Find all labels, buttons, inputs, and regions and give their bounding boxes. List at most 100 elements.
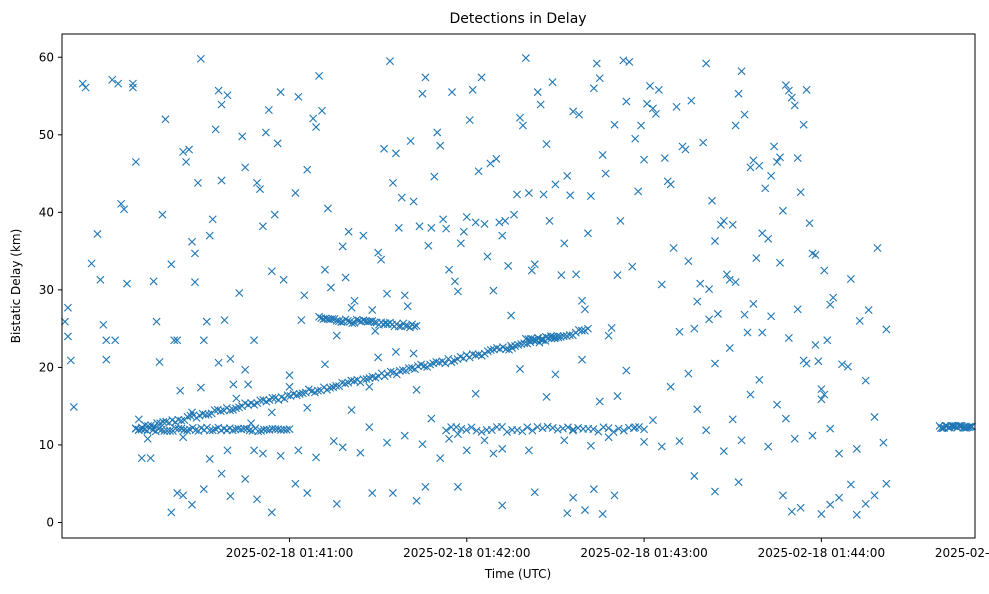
- data-point: [607, 323, 616, 332]
- data-point: [96, 275, 105, 284]
- data-point: [716, 220, 725, 229]
- data-point: [628, 262, 637, 271]
- data-point: [69, 402, 78, 411]
- y-axis: 0 10 20 30 40 50 60: [39, 50, 62, 529]
- data-point: [350, 296, 359, 305]
- data-point: [439, 215, 448, 224]
- data-point: [160, 427, 169, 435]
- data-point: [696, 279, 705, 288]
- data-point: [811, 340, 820, 349]
- data-point: [442, 224, 451, 233]
- data-point: [462, 213, 471, 221]
- data-point: [388, 489, 397, 498]
- data-point: [211, 125, 220, 134]
- data-point: [518, 121, 527, 130]
- data-point: [245, 426, 254, 435]
- data-point: [781, 414, 790, 423]
- data-point: [835, 493, 844, 502]
- data-point: [117, 199, 126, 208]
- data-point: [533, 422, 542, 431]
- data-point: [598, 150, 607, 159]
- data-point: [669, 244, 678, 252]
- data-point: [740, 110, 749, 119]
- data-point: [226, 492, 235, 501]
- data-point: [436, 141, 445, 150]
- data-point: [403, 302, 412, 311]
- data-point: [254, 427, 263, 436]
- data-point: [337, 318, 346, 327]
- data-point: [528, 426, 537, 435]
- data-point: [731, 121, 740, 130]
- data-point: [826, 500, 835, 509]
- data-point: [258, 222, 267, 231]
- data-point: [368, 306, 377, 315]
- data-point: [787, 507, 796, 516]
- data-point: [173, 336, 182, 345]
- data-point: [601, 169, 610, 178]
- data-point: [846, 275, 855, 284]
- data-point: [225, 406, 234, 415]
- y-tick-label: 30: [39, 283, 54, 297]
- data-point: [261, 128, 270, 137]
- data-point: [802, 85, 811, 94]
- data-point: [518, 427, 527, 436]
- data-point: [182, 157, 191, 166]
- data-point: [569, 493, 578, 502]
- data-point: [640, 155, 649, 164]
- data-point: [388, 178, 397, 187]
- data-point: [595, 397, 604, 406]
- data-point: [217, 469, 226, 478]
- data-point: [586, 192, 595, 201]
- data-point: [536, 100, 545, 109]
- data-point: [462, 425, 471, 434]
- data-point: [427, 223, 436, 232]
- data-point: [749, 299, 758, 308]
- data-point: [879, 438, 888, 447]
- data-point: [578, 355, 587, 364]
- data-point: [710, 237, 719, 246]
- data-point: [365, 423, 374, 432]
- data-point: [338, 443, 347, 452]
- data-point: [764, 234, 773, 243]
- axes-frame: [61, 33, 976, 539]
- data-point: [239, 424, 248, 433]
- data-point: [232, 394, 241, 403]
- data-point: [410, 322, 419, 331]
- data-point: [870, 413, 879, 422]
- data-point: [873, 244, 882, 252]
- data-point: [448, 88, 457, 97]
- data-point: [217, 176, 226, 185]
- data-point: [255, 185, 264, 194]
- data-point: [258, 449, 267, 458]
- data-point: [693, 405, 702, 414]
- data-point: [401, 321, 410, 330]
- data-point: [631, 134, 640, 143]
- data-point: [208, 215, 217, 224]
- data-point: [267, 408, 276, 417]
- data-point: [503, 427, 512, 436]
- data-point: [684, 369, 693, 378]
- data-point: [276, 451, 285, 460]
- data-point: [188, 408, 196, 417]
- data-point: [152, 317, 161, 326]
- chart-title: Detections in Delay: [449, 11, 586, 27]
- data-point: [471, 218, 480, 227]
- data-point: [728, 415, 737, 424]
- data-point: [634, 187, 643, 196]
- data-point: [767, 312, 776, 321]
- data-point: [111, 336, 120, 345]
- data-point: [433, 128, 442, 137]
- data-point: [102, 336, 111, 345]
- data-point: [273, 139, 282, 148]
- data-point: [764, 442, 773, 451]
- data-point: [551, 180, 560, 189]
- data-point: [843, 362, 852, 371]
- data-point: [158, 210, 167, 219]
- data-point: [202, 317, 211, 326]
- data-point: [400, 431, 409, 440]
- data-point: [188, 500, 196, 509]
- data-point: [702, 59, 711, 68]
- data-point: [558, 424, 567, 433]
- data-point: [214, 86, 223, 95]
